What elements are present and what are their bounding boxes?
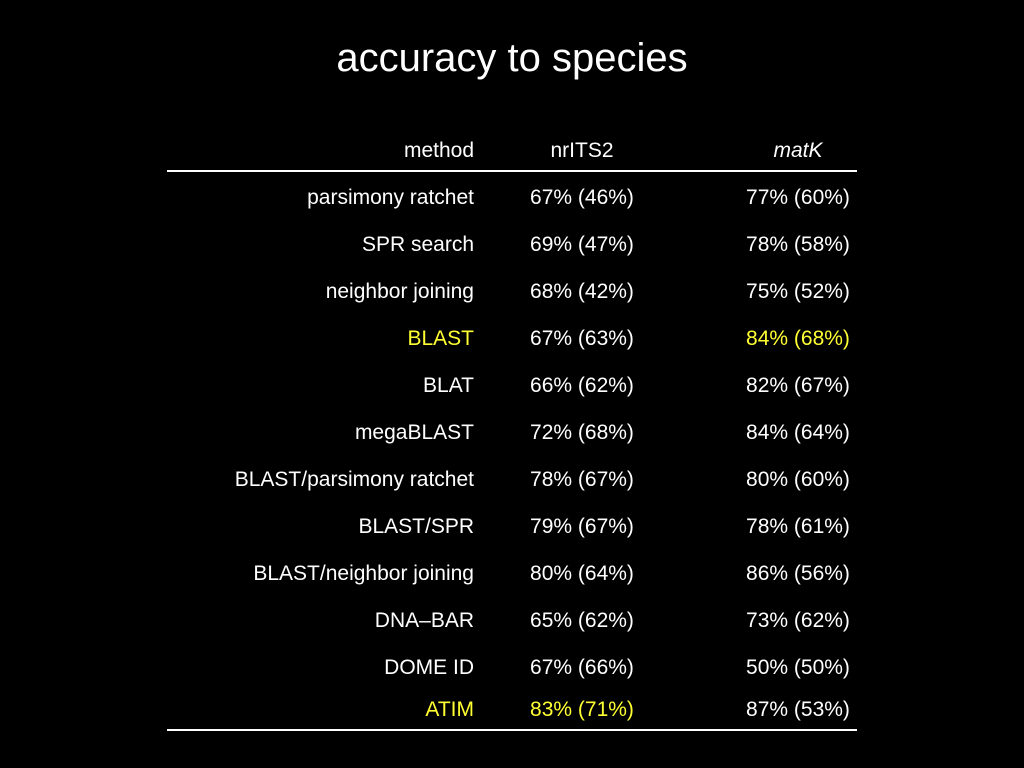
method-cell: parsimony ratchet bbox=[307, 186, 474, 209]
method-cell: DNA–BAR bbox=[374, 609, 474, 632]
nrits2-cell: 67% (66%) bbox=[530, 656, 634, 679]
table-row: BLAST/parsimony ratchet 78% (67%) 80% (60%… bbox=[167, 467, 857, 497]
slide-title: accuracy to species bbox=[336, 36, 688, 80]
table-row: ATIM 83% (71%) 87% (53%) bbox=[167, 697, 857, 727]
method-cell: BLAST/parsimony ratchet bbox=[234, 468, 474, 491]
matk-cell: 84% (64%) bbox=[746, 421, 850, 444]
table-row: BLAT 66% (62%) 82% (67%) bbox=[167, 373, 857, 403]
matk-cell: 73% (62%) bbox=[746, 609, 850, 632]
table-row: BLAST/SPR 79% (67%) 78% (61%) bbox=[167, 514, 857, 544]
header-nrits2: nrITS2 bbox=[550, 139, 614, 162]
nrits2-cell: 83% (71%) bbox=[530, 698, 634, 721]
nrits2-cell: 67% (63%) bbox=[530, 327, 634, 350]
accuracy-table: method nrITS2 matK parsimony ratchet 67% … bbox=[167, 128, 857, 731]
nrits2-cell: 69% (47%) bbox=[530, 233, 634, 256]
nrits2-cell: 68% (42%) bbox=[530, 280, 634, 303]
nrits2-cell: 66% (62%) bbox=[530, 374, 634, 397]
method-cell: BLAST/neighbor joining bbox=[253, 562, 474, 585]
matk-cell: 78% (61%) bbox=[746, 515, 850, 538]
table-row: neighbor joining 68% (42%) 75% (52%) bbox=[167, 279, 857, 309]
table-row: parsimony ratchet 67% (46%) 77% (60%) bbox=[167, 185, 857, 215]
method-cell: neighbor joining bbox=[325, 280, 474, 303]
nrits2-cell: 67% (46%) bbox=[530, 186, 634, 209]
method-cell: SPR search bbox=[361, 233, 474, 256]
table-row: megaBLAST 72% (68%) 84% (64%) bbox=[167, 420, 857, 450]
matk-cell: 50% (50%) bbox=[746, 656, 850, 679]
table-row: BLAST/neighbor joining 80% (64%) 86% (56%) bbox=[167, 561, 857, 591]
method-cell: DOME ID bbox=[384, 656, 474, 679]
table-bottom-rule bbox=[167, 729, 857, 731]
matk-cell: 87% (53%) bbox=[746, 698, 850, 721]
matk-cell: 75% (52%) bbox=[746, 280, 850, 303]
nrits2-cell: 78% (67%) bbox=[530, 468, 634, 491]
method-cell: BLAST bbox=[407, 327, 474, 350]
header-method: method bbox=[403, 139, 474, 162]
table-row: SPR search 69% (47%) 78% (58%) bbox=[167, 232, 857, 262]
table-row: DNA–BAR 65% (62%) 73% (62%) bbox=[167, 608, 857, 638]
method-cell: BLAT bbox=[423, 374, 474, 397]
method-cell: ATIM bbox=[425, 698, 474, 721]
method-cell: BLAST/SPR bbox=[358, 515, 474, 538]
nrits2-cell: 72% (68%) bbox=[530, 421, 634, 444]
matk-cell: 77% (60%) bbox=[746, 186, 850, 209]
table-row: DOME ID 67% (66%) 50% (50%) bbox=[167, 655, 857, 685]
matk-cell: 82% (67%) bbox=[746, 374, 850, 397]
table-header-row: method nrITS2 matK bbox=[167, 128, 857, 172]
matk-cell: 80% (60%) bbox=[746, 468, 850, 491]
nrits2-cell: 65% (62%) bbox=[530, 609, 634, 632]
matk-cell: 78% (58%) bbox=[746, 233, 850, 256]
nrits2-cell: 79% (67%) bbox=[530, 515, 634, 538]
matk-cell: 86% (56%) bbox=[746, 562, 850, 585]
nrits2-cell: 80% (64%) bbox=[530, 562, 634, 585]
header-matk: matK bbox=[773, 139, 823, 162]
table-row: BLAST 67% (63%) 84% (68%) bbox=[167, 326, 857, 356]
method-cell: megaBLAST bbox=[354, 421, 474, 444]
matk-cell: 84% (68%) bbox=[746, 327, 850, 350]
